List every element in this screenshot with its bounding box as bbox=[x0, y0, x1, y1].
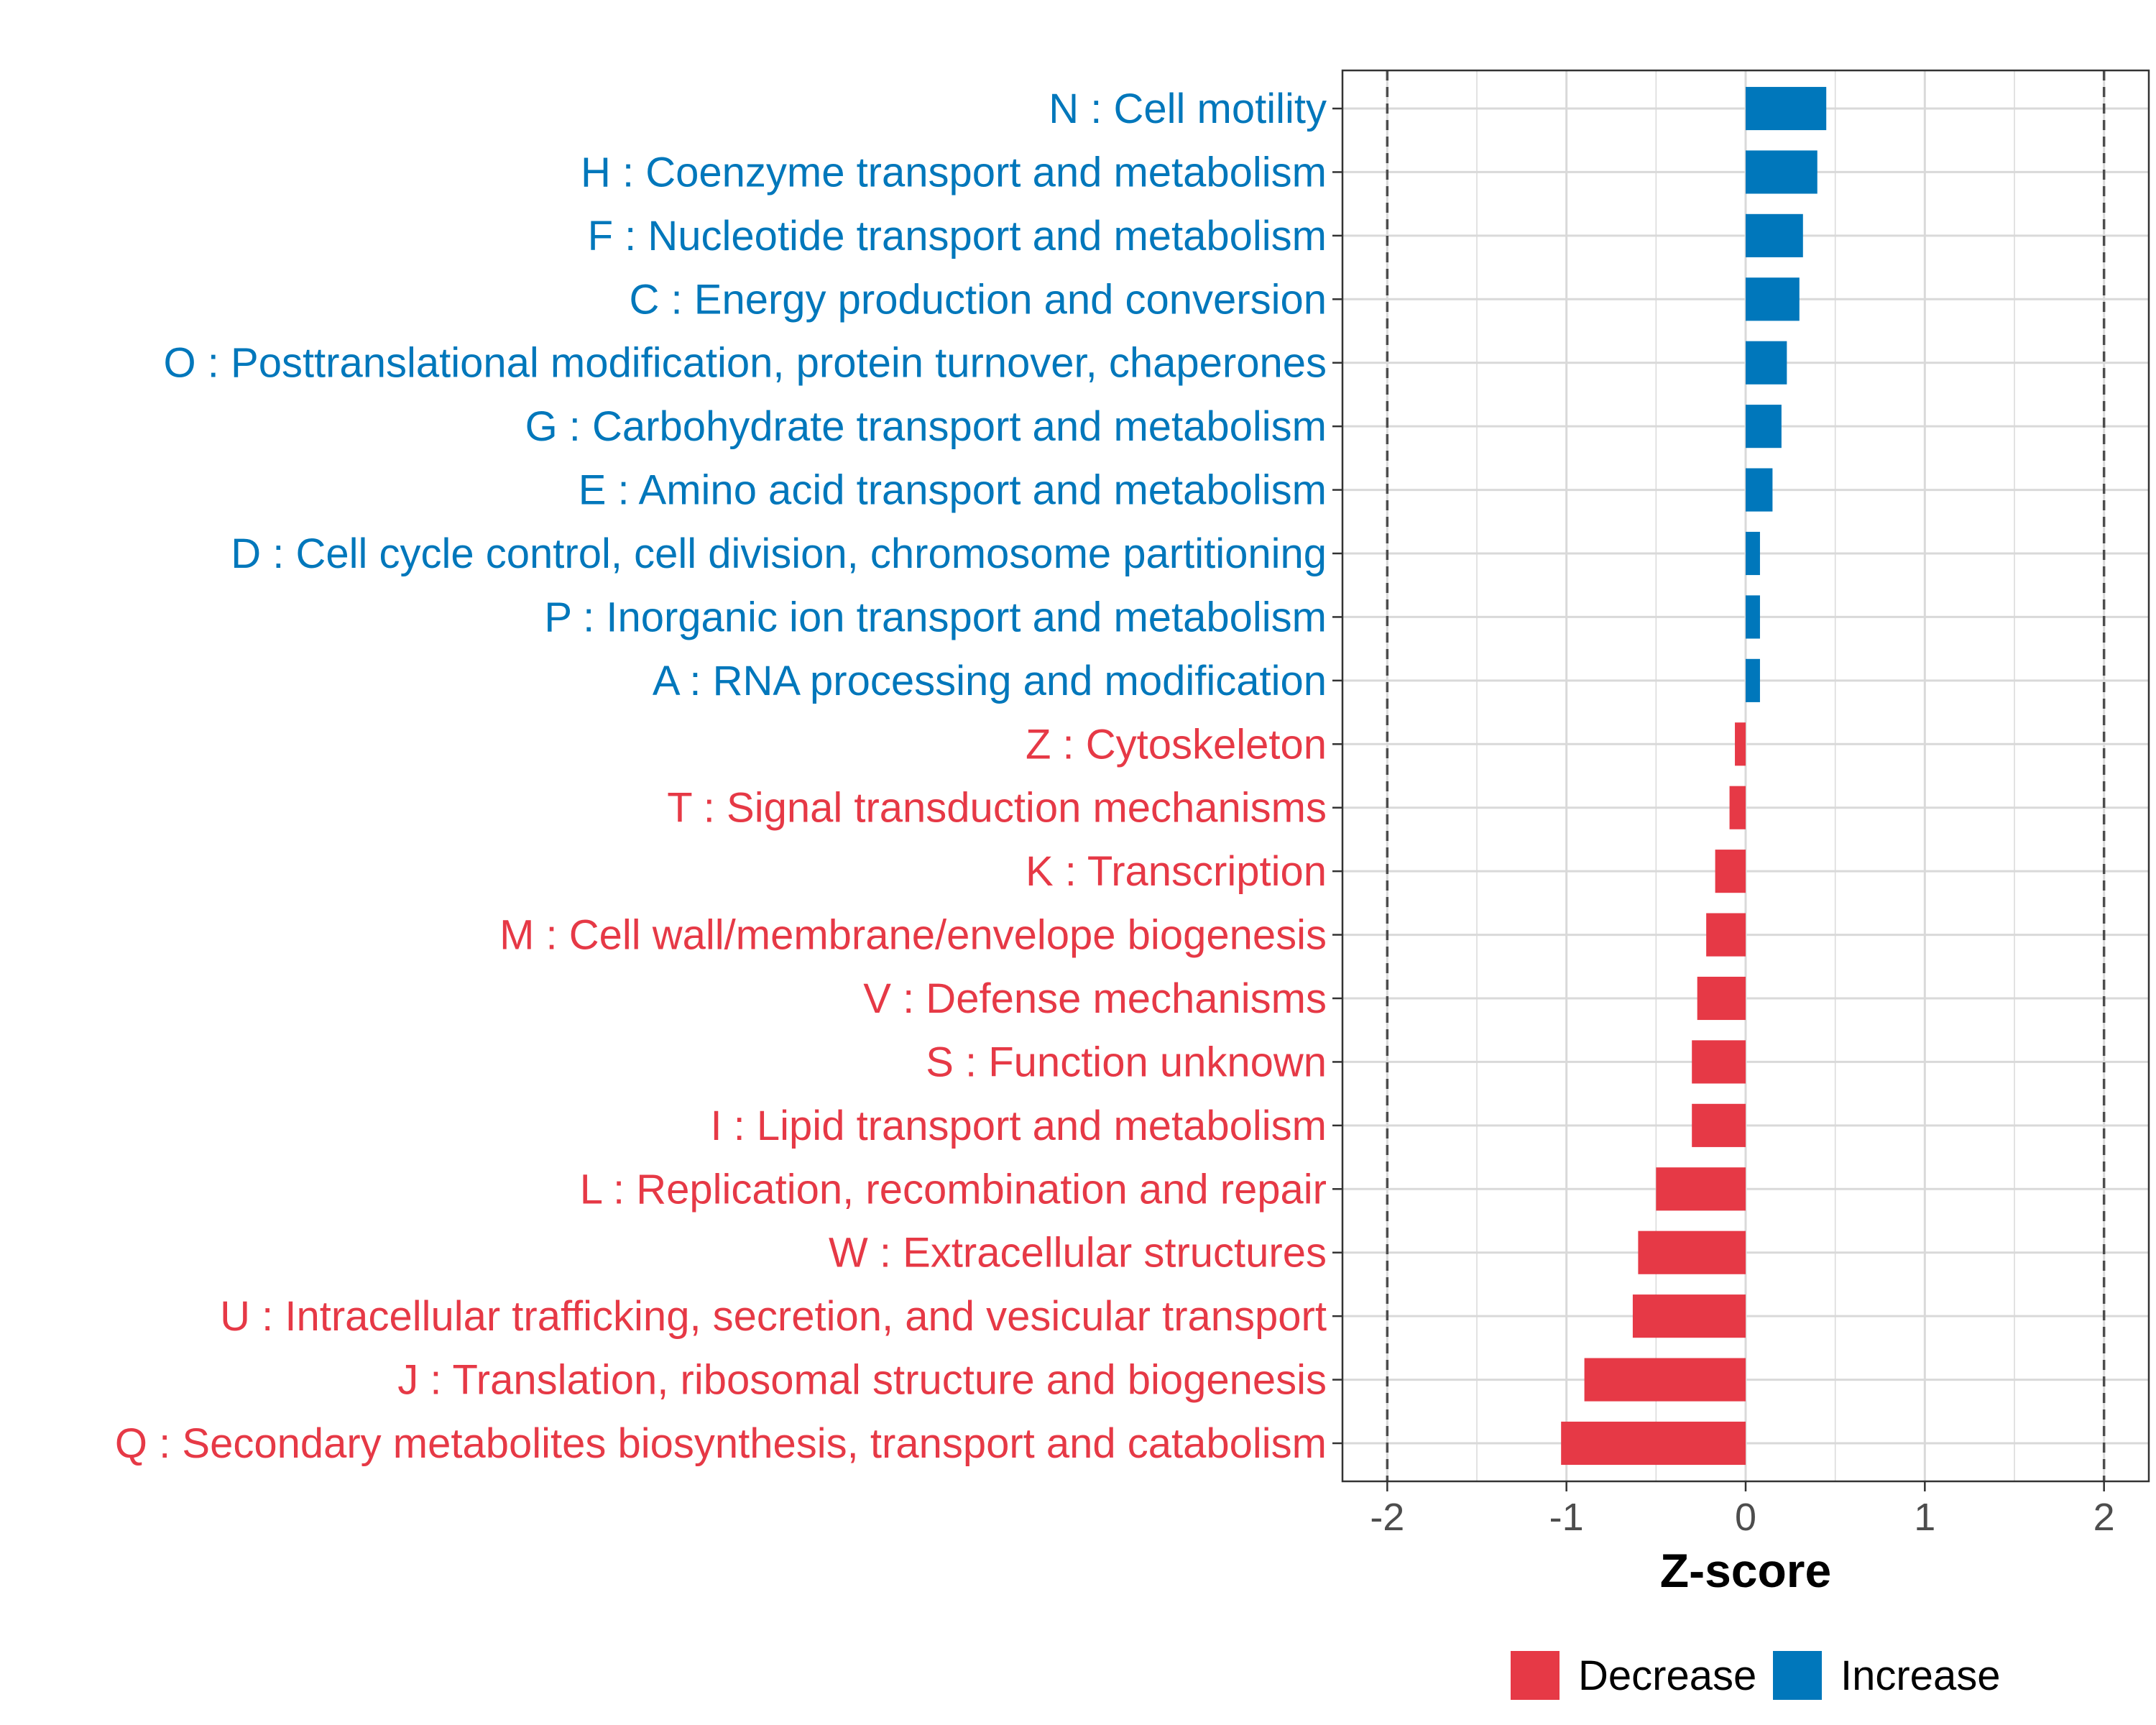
x-tick-label: -2 bbox=[1370, 1496, 1404, 1539]
category-label: M : Cell wall/membrane/envelope biogenes… bbox=[499, 912, 1327, 959]
legend-key-decrease bbox=[1511, 1651, 1560, 1700]
bar bbox=[1715, 850, 1746, 893]
bar bbox=[1561, 1421, 1746, 1466]
bars bbox=[1561, 86, 1827, 1466]
bar bbox=[1746, 277, 1800, 321]
bar bbox=[1746, 468, 1773, 512]
legend-label-decrease: Decrease bbox=[1578, 1652, 1756, 1699]
category-label: H : Coenzyme transport and metabolism bbox=[581, 149, 1327, 196]
bar bbox=[1632, 1294, 1746, 1338]
bar bbox=[1746, 531, 1760, 576]
bar bbox=[1746, 405, 1782, 448]
category-label: O : Posttranslational modification, prot… bbox=[164, 340, 1327, 387]
x-tick-label: -1 bbox=[1549, 1496, 1584, 1539]
x-tick-label: 0 bbox=[1735, 1496, 1756, 1539]
x-tick-label: 2 bbox=[2093, 1496, 2115, 1539]
category-label: A : RNA processing and modification bbox=[653, 658, 1327, 704]
category-label: S : Function unknown bbox=[926, 1039, 1327, 1085]
category-label: U : Intracellular trafficking, secretion… bbox=[220, 1293, 1327, 1340]
category-label: G : Carbohydrate transport and metabolis… bbox=[525, 403, 1327, 450]
bar bbox=[1729, 786, 1746, 829]
reference-lines bbox=[1386, 70, 2106, 1481]
bar bbox=[1746, 213, 1803, 257]
category-label: D : Cell cycle control, cell division, c… bbox=[231, 530, 1327, 577]
bar bbox=[1638, 1230, 1746, 1274]
x-tick-label: 1 bbox=[1914, 1496, 1935, 1539]
category-label: N : Cell motility bbox=[1049, 86, 1327, 132]
legend-label-increase: Increase bbox=[1841, 1652, 2000, 1699]
bar bbox=[1746, 595, 1760, 639]
bar bbox=[1656, 1167, 1746, 1211]
bar bbox=[1746, 341, 1787, 385]
y-axis: N : Cell motility H : Coenzyme transport … bbox=[115, 86, 1342, 1467]
x-axis-title: Z-score bbox=[1660, 1544, 1831, 1597]
bar bbox=[1746, 150, 1818, 194]
category-label: F : Nucleotide transport and metabolism bbox=[588, 213, 1327, 259]
bar bbox=[1692, 1040, 1746, 1084]
bar bbox=[1746, 86, 1827, 131]
category-label: J : Translation, ribosomal structure and… bbox=[397, 1357, 1327, 1404]
category-label: V : Defense mechanisms bbox=[863, 975, 1327, 1022]
bar bbox=[1692, 1103, 1746, 1147]
bar bbox=[1697, 976, 1746, 1021]
category-label: K : Transcription bbox=[1026, 848, 1327, 895]
category-label: I : Lipid transport and metabolism bbox=[710, 1103, 1327, 1149]
category-label: Z : Cytoskeleton bbox=[1026, 721, 1327, 768]
bar bbox=[1746, 658, 1760, 702]
category-label: W : Extracellular structures bbox=[829, 1230, 1327, 1276]
bar bbox=[1706, 913, 1746, 957]
bar bbox=[1735, 722, 1746, 766]
category-label: Q : Secondary metabolites biosynthesis, … bbox=[115, 1420, 1327, 1467]
x-axis: -2 -1 0 1 2 bbox=[1370, 1481, 2115, 1539]
bar bbox=[1584, 1358, 1746, 1402]
category-label: C : Energy production and conversion bbox=[630, 276, 1327, 323]
category-label: L : Replication, recombination and repai… bbox=[580, 1166, 1327, 1213]
legend: Decrease Increase bbox=[1511, 1651, 2000, 1700]
category-label: P : Inorganic ion transport and metaboli… bbox=[544, 594, 1327, 640]
category-label: T : Signal transduction mechanisms bbox=[667, 785, 1327, 832]
legend-key-increase bbox=[1773, 1651, 1822, 1700]
category-label: E : Amino acid transport and metabolism bbox=[579, 467, 1327, 514]
